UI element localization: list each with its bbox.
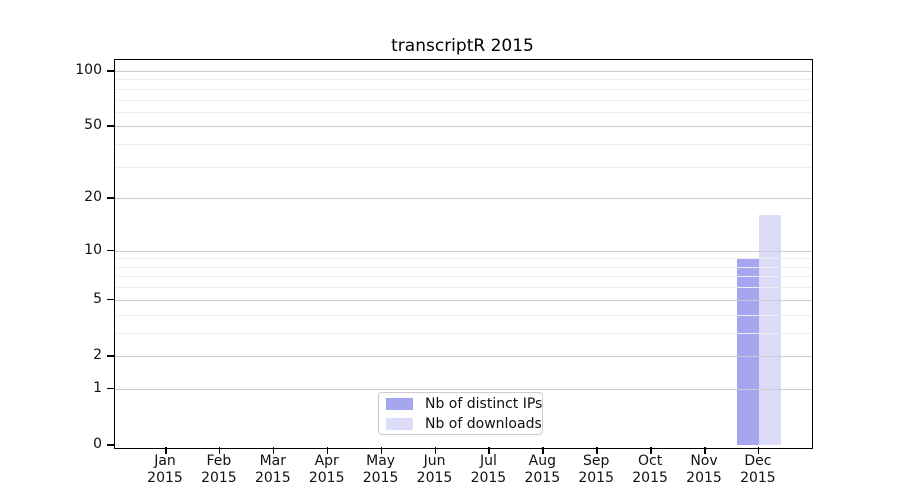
x-tick-label-jun: Jun 2015	[416, 453, 453, 486]
chart-title: transcriptR 2015	[391, 36, 534, 56]
x-tick-mark-apr	[326, 447, 329, 454]
x-tick-label-jul: Jul 2015	[470, 453, 507, 486]
gridline-5	[115, 299, 812, 301]
x-tick-mark-mar	[272, 447, 275, 454]
y-tick-mark-10	[107, 249, 114, 252]
x-tick-label-apr: Apr 2015	[308, 453, 345, 486]
gridline-1	[115, 388, 812, 390]
x-tick-mark-jun	[434, 447, 437, 454]
gridline-50	[115, 126, 812, 128]
gridline-70	[115, 99, 812, 101]
legend-swatch-downloads	[386, 417, 413, 430]
gridline-6	[115, 287, 812, 289]
x-tick-label-nov: Nov 2015	[686, 453, 722, 486]
x-tick-mark-feb	[218, 447, 221, 454]
x-tick-label-aug: Aug 2015	[524, 453, 561, 486]
x-tick-label-sep: Sep 2015	[578, 453, 614, 486]
x-tick-label-mar: Mar 2015	[254, 453, 291, 486]
legend-item-downloads: Nb of downloads	[386, 416, 542, 432]
gridline-7	[115, 276, 812, 278]
x-tick-label-oct: Oct 2015	[632, 453, 668, 486]
gridline-30	[115, 166, 812, 168]
x-tick-mark-oct	[650, 447, 652, 454]
gridline-60	[115, 111, 812, 113]
plot-area	[114, 59, 813, 449]
legend: Nb of distinct IPs Nb of downloads	[378, 392, 543, 435]
y-tick-label-100: 100	[75, 62, 102, 78]
y-tick-mark-20	[107, 197, 114, 199]
y-tick-label-0: 0	[93, 436, 102, 452]
y-tick-mark-5	[107, 298, 114, 301]
y-tick-mark-100	[107, 70, 114, 72]
x-tick-label-may: May 2015	[362, 453, 399, 486]
x-tick-mark-dec	[757, 447, 760, 454]
gridline-3	[115, 332, 812, 334]
y-tick-label-5: 5	[93, 290, 102, 307]
gridline-9	[115, 258, 812, 260]
x-tick-mark-jul	[488, 447, 490, 454]
bar-nb-of-distinct-ips-dec	[736, 258, 759, 445]
gridline-8	[115, 266, 812, 268]
gridline-2	[115, 355, 812, 357]
gridline-90	[115, 79, 812, 81]
x-tick-label-dec: Dec 2015	[740, 453, 776, 486]
legend-item-distinct-ips: Nb of distinct IPs	[386, 396, 542, 412]
y-tick-mark-50	[107, 125, 114, 127]
y-tick-label-2: 2	[93, 346, 102, 363]
bar-nb-of-downloads-dec	[758, 215, 781, 445]
gridline-10	[115, 250, 812, 252]
x-tick-mark-may	[380, 447, 383, 454]
legend-swatch-distinct-ips	[386, 397, 413, 410]
x-tick-mark-aug	[542, 447, 544, 454]
gridline-80	[115, 88, 812, 90]
y-tick-label-10: 10	[84, 241, 102, 258]
y-tick-label-50: 50	[84, 117, 102, 134]
x-tick-mark-jan	[165, 447, 167, 454]
x-tick-mark-sep	[596, 447, 598, 454]
gridline-20	[115, 198, 812, 200]
y-tick-mark-0	[107, 444, 114, 446]
y-tick-mark-2	[107, 354, 114, 357]
gridline-4	[115, 314, 812, 316]
legend-label-distinct-ips: Nb of distinct IPs	[425, 395, 543, 412]
x-tick-label-jan: Jan 2015	[147, 453, 183, 486]
y-tick-label-1: 1	[93, 379, 102, 396]
x-tick-label-feb: Feb 2015	[201, 453, 237, 486]
x-tick-mark-nov	[704, 447, 706, 454]
legend-label-downloads: Nb of downloads	[425, 415, 542, 432]
gridline-100	[115, 71, 812, 72]
y-tick-label-20: 20	[84, 189, 102, 206]
gridline-40	[115, 144, 812, 146]
y-tick-mark-1	[107, 387, 114, 390]
